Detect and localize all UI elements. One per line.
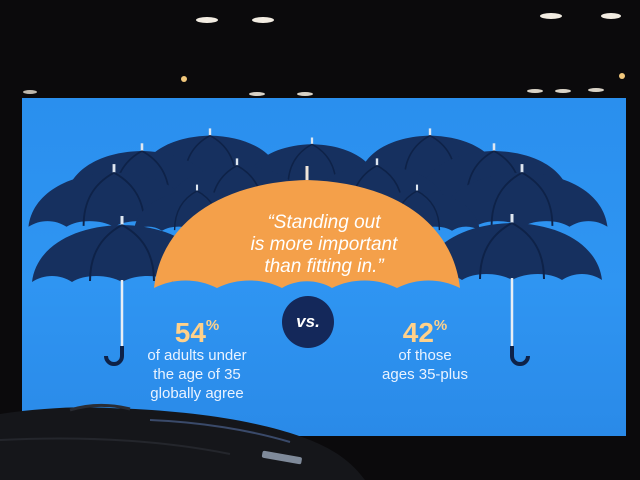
right-stat-unit: % [433,317,448,334]
right-umbrella-handle [510,346,530,366]
umbrella-illustration [27,127,609,366]
left-stat-unit: % [205,317,220,334]
vs-badge: vs. [282,296,334,348]
vs-label: vs. [296,312,320,331]
quote-line-1: “Standing out [267,212,381,233]
left-umbrella-handle [104,346,124,366]
ceiling-lights [0,0,640,100]
quote-line-3: than fitting in.” [264,256,384,277]
right-stat-value: 42% [370,311,480,348]
left-stat-line-3: globally agree [150,385,244,402]
car-silhouette [0,403,365,480]
presentation-screen: “Standing out is more important than fit… [22,98,626,436]
right-stat-line-2: ages 35-plus [382,366,468,383]
right-stat-number: 42 [402,317,434,348]
left-stat-number: 54 [174,317,206,348]
left-stat-line-2: the age of 35 [153,366,241,383]
left-stat-value: 54% [142,311,252,348]
left-stat-line-1: of adults under [147,347,247,364]
quote-line-2: is more important [250,234,398,255]
orange-umbrella [154,180,460,288]
right-stat-line-1: of those [398,347,452,364]
